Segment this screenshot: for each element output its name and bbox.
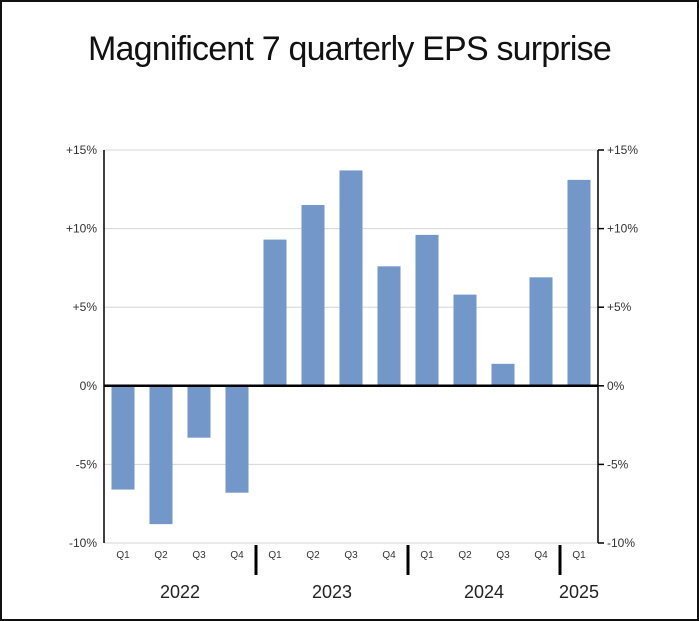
bar: [529, 277, 553, 386]
x-tick-label: Q2: [458, 550, 472, 561]
y-tick-label-right: +10%: [607, 222, 638, 236]
y-tick-label-left: -5%: [76, 457, 98, 471]
year-label: 2022: [160, 582, 200, 602]
year-label: 2024: [464, 582, 504, 602]
y-tick-label-right: -10%: [607, 536, 635, 550]
x-tick-label: Q2: [154, 550, 168, 561]
x-tick-label: Q4: [382, 550, 396, 561]
bar: [111, 385, 135, 490]
bar: [491, 363, 515, 386]
bar: [301, 205, 325, 386]
bar: [453, 294, 477, 386]
x-tick-label: Q1: [116, 550, 130, 561]
x-tick-label: Q4: [230, 550, 244, 561]
bar: [567, 179, 591, 386]
x-tick-label: Q1: [572, 550, 586, 561]
bar: [225, 385, 249, 493]
chart-title: Magnificent 7 quarterly EPS surprise: [87, 30, 612, 68]
y-tick-label-left: +5%: [73, 300, 98, 314]
y-tick-label-left: +15%: [66, 143, 97, 157]
y-tick-label-left: +10%: [66, 222, 97, 236]
year-label: 2025: [559, 582, 599, 602]
axes: [103, 149, 604, 575]
x-tick-label: Q2: [306, 550, 320, 561]
bar: [415, 234, 439, 386]
bars: [111, 170, 591, 525]
y-tick-label-left: -10%: [69, 536, 97, 550]
y-tick-label-right: -5%: [607, 457, 629, 471]
year-label: 2023: [312, 582, 352, 602]
x-tick-label: Q3: [192, 550, 206, 561]
x-tick-label: Q3: [496, 550, 510, 561]
bar: [339, 170, 363, 386]
bar: [377, 266, 401, 386]
y-tick-label-right: +15%: [607, 143, 638, 157]
x-tick-label: Q3: [344, 550, 358, 561]
x-tick-label: Q1: [268, 550, 282, 561]
x-tick-label: Q4: [534, 550, 548, 561]
bar: [149, 385, 173, 525]
y-tick-label-right: 0%: [607, 379, 625, 393]
axis-labels: +15% +15% +10% +10% +5% +5% 0% 0% -5% -5% -10% -10%…: [66, 143, 638, 602]
bar: [263, 239, 287, 386]
x-tick-label: Q1: [420, 550, 434, 561]
y-tick-label-right: +5%: [607, 300, 632, 314]
bar: [187, 385, 211, 438]
y-tick-label-left: 0%: [80, 379, 98, 393]
